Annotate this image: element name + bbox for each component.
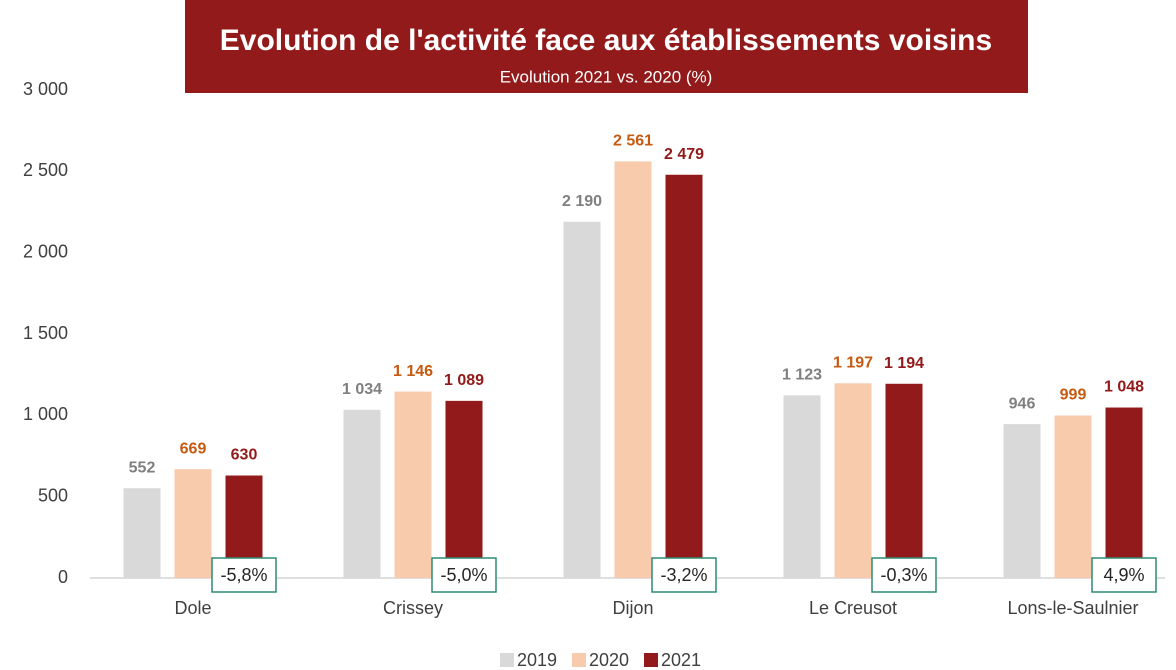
annotation: -0,3% (880, 565, 927, 585)
value-label: 1 123 (782, 367, 822, 384)
annotation-box (871, 557, 937, 593)
x-tick-label: Crissey (383, 598, 443, 618)
bar (123, 488, 161, 578)
y-tick-label: 3 000 (23, 79, 68, 99)
value-label: 1 034 (342, 381, 382, 398)
annotation-box (1091, 557, 1157, 593)
value-label: 1 048 (1104, 379, 1144, 396)
title-box (185, 0, 1028, 93)
x-tick-label: Dole (174, 598, 211, 618)
annotation-box (431, 557, 497, 593)
legend-label: 2019 (517, 650, 557, 670)
value-label: 2 561 (613, 133, 653, 150)
bar (1003, 424, 1041, 578)
bar (1105, 407, 1143, 578)
y-tick-label: 1 500 (23, 323, 68, 343)
value-label: 630 (231, 447, 258, 464)
annotation: -5,0% (440, 565, 487, 585)
value-label: 999 (1060, 387, 1087, 404)
bar (834, 383, 872, 578)
y-tick-label: 2 000 (23, 241, 68, 261)
bar (563, 221, 601, 578)
value-label: 1 197 (833, 355, 873, 372)
x-tick-label: Dijon (612, 598, 653, 618)
value-label: 669 (180, 440, 207, 457)
annotation: -3,2% (660, 565, 707, 585)
value-label: 2 190 (562, 193, 602, 210)
bar (174, 469, 212, 578)
x-tick-label: Le Creusot (809, 598, 897, 618)
bar (445, 400, 483, 578)
x-tick-label: Lons-le-Saulnier (1007, 598, 1138, 618)
bar (394, 391, 432, 578)
bar (614, 161, 652, 579)
legend-label: 2020 (589, 650, 629, 670)
bar (885, 383, 923, 578)
value-label: 1 146 (393, 363, 433, 380)
y-tick-label: 500 (38, 485, 68, 505)
y-tick-label: 2 500 (23, 160, 68, 180)
legend-swatch (572, 653, 586, 667)
value-label: 946 (1009, 395, 1036, 412)
chart-title: Evolution de l'activité face aux établis… (220, 24, 992, 57)
value-label: 552 (129, 459, 156, 476)
value-label: 1 194 (884, 355, 924, 372)
y-tick-label: 1 000 (23, 404, 68, 424)
legend-swatch (500, 653, 514, 667)
bar (343, 409, 381, 578)
value-label: 1 089 (444, 372, 484, 389)
annotation: -5,8% (220, 565, 267, 585)
chart-subtitle: Evolution 2021 vs. 2020 (%) (500, 67, 713, 86)
annotation: 4,9% (1103, 565, 1144, 585)
legend-swatch (644, 653, 658, 667)
y-tick-label: 0 (58, 567, 68, 587)
bar (783, 395, 821, 578)
bar (1054, 415, 1092, 578)
legend-label: 2021 (661, 650, 701, 670)
value-label: 2 479 (664, 146, 704, 163)
bar (665, 174, 703, 578)
annotation-box (651, 557, 717, 593)
annotation-box (211, 557, 277, 593)
